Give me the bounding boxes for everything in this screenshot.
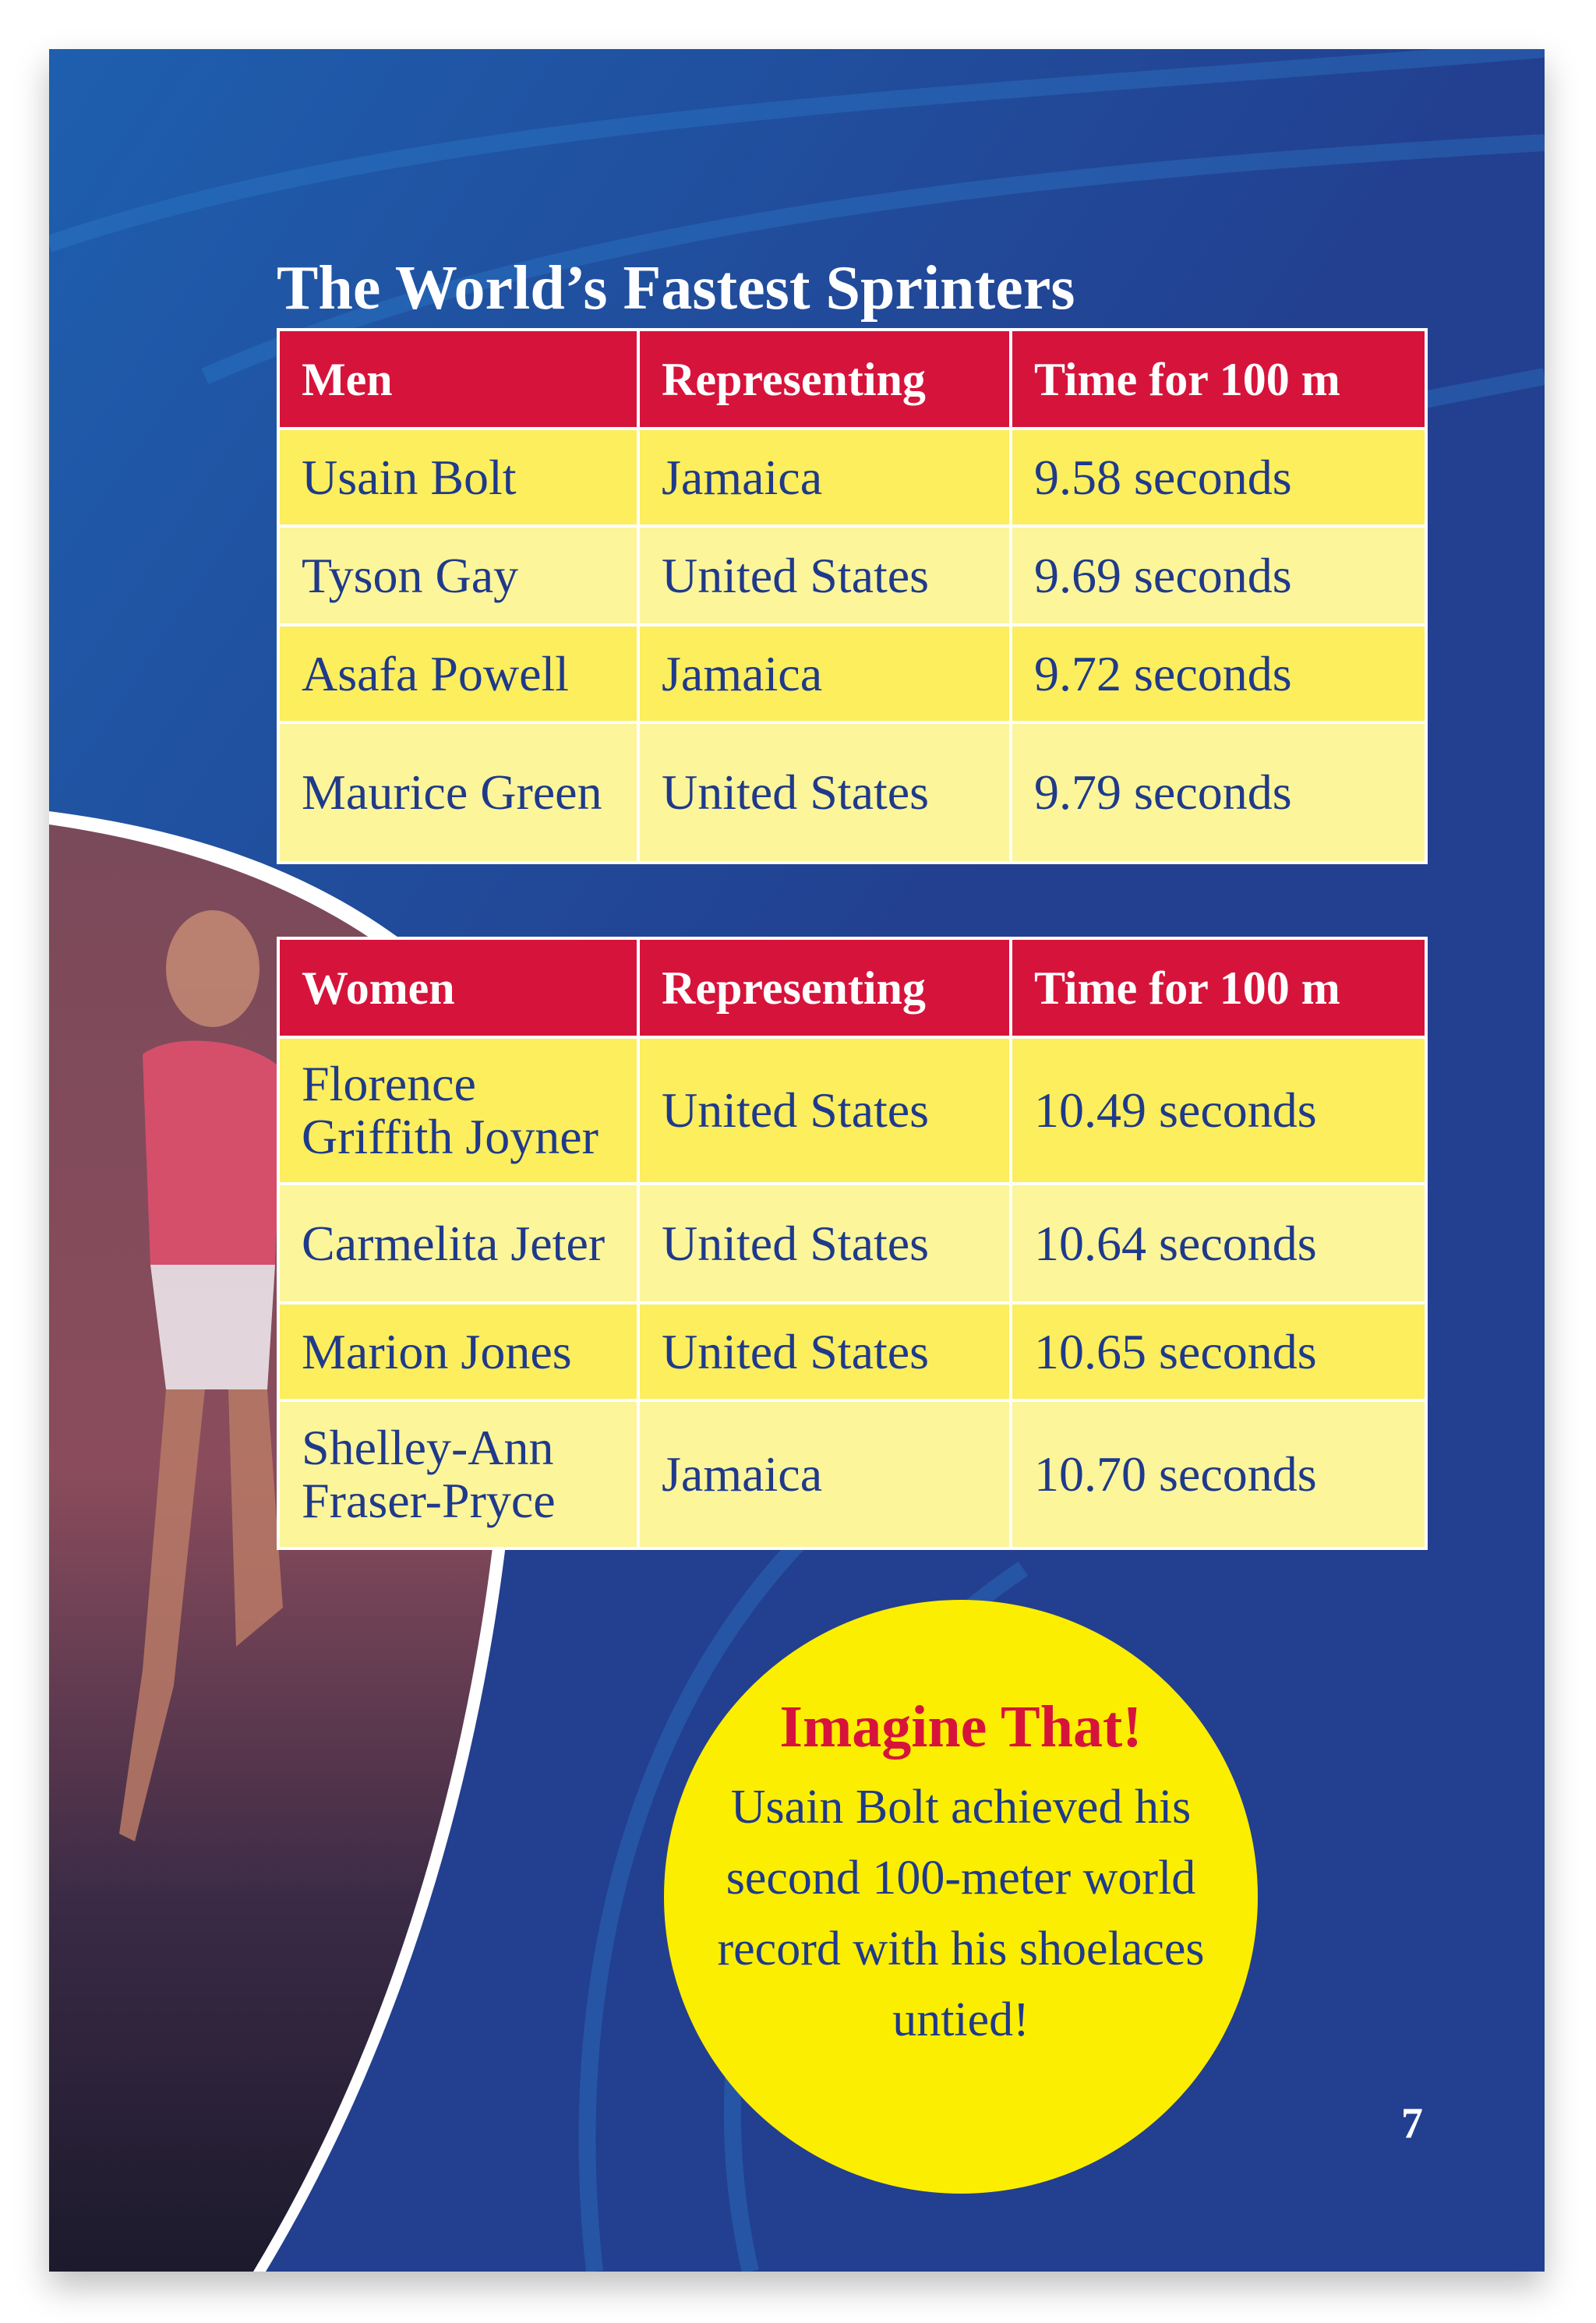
country: United States: [637, 1301, 1012, 1402]
header-time: Time for 100 m: [1009, 328, 1428, 430]
header-men: Men: [277, 328, 640, 430]
athlete-name: Carmelita Jeter: [277, 1182, 640, 1304]
table-row: Carmelita Jeter United States 10.64 seco…: [277, 1182, 1428, 1304]
table-row: Asafa Powell Jamaica 9.72 seconds: [277, 623, 1428, 724]
header-representing: Representing: [637, 937, 1012, 1039]
header-representing: Representing: [637, 328, 1012, 430]
book-page: The World’s Fastest Sprinters Men Repres…: [49, 49, 1545, 2272]
athlete-name: Florence Griffith Joyner: [277, 1036, 640, 1185]
time: 9.69 seconds: [1009, 524, 1428, 627]
men-table-header: Men Representing Time for 100 m: [277, 328, 1428, 430]
country: United States: [637, 721, 1012, 864]
athlete-name: Asafa Powell: [277, 623, 640, 724]
table-row: Shelley-Ann Fraser-Pryce Jamaica 10.70 s…: [277, 1399, 1428, 1550]
table-row: Tyson Gay United States 9.69 seconds: [277, 524, 1428, 627]
time: 9.58 seconds: [1009, 427, 1428, 528]
time: 10.64 seconds: [1009, 1182, 1428, 1304]
time: 10.49 seconds: [1009, 1036, 1428, 1185]
country: Jamaica: [637, 1399, 1012, 1550]
country: United States: [637, 1036, 1012, 1185]
athlete-name: Shelley-Ann Fraser-Pryce: [277, 1399, 640, 1550]
athlete-name: Marion Jones: [277, 1301, 640, 1402]
athlete-name: Usain Bolt: [277, 427, 640, 528]
time: 9.79 seconds: [1009, 721, 1428, 864]
callout-text: Usain Bolt achieved his second 100-meter…: [717, 1781, 1205, 2046]
country: Jamaica: [637, 427, 1012, 528]
table-row: Maurice Green United States 9.79 seconds: [277, 721, 1428, 864]
imagine-that-callout: Imagine That! Usain Bolt achieved his se…: [664, 1600, 1258, 2194]
page-title: The World’s Fastest Sprinters: [277, 254, 1075, 323]
table-row: Marion Jones United States 10.65 seconds: [277, 1301, 1428, 1402]
time: 10.65 seconds: [1009, 1301, 1428, 1402]
women-table-header: Women Representing Time for 100 m: [277, 937, 1428, 1039]
header-time: Time for 100 m: [1009, 937, 1428, 1039]
athlete-name: Maurice Green: [277, 721, 640, 864]
runner-figure: [119, 910, 283, 1841]
time: 9.72 seconds: [1009, 623, 1428, 724]
athlete-name: Tyson Gay: [277, 524, 640, 627]
callout-heading: Imagine That!: [779, 1694, 1142, 1760]
country: United States: [637, 1182, 1012, 1304]
header-women: Women: [277, 937, 640, 1039]
country: United States: [637, 524, 1012, 627]
time: 10.70 seconds: [1009, 1399, 1428, 1550]
country: Jamaica: [637, 623, 1012, 724]
women-table: Women Representing Time for 100 m Floren…: [277, 937, 1428, 1550]
men-table: Men Representing Time for 100 m Usain Bo…: [277, 328, 1428, 864]
page-number: 7: [1401, 2099, 1423, 2148]
table-row: Florence Griffith Joyner United States 1…: [277, 1036, 1428, 1185]
table-row: Usain Bolt Jamaica 9.58 seconds: [277, 427, 1428, 528]
